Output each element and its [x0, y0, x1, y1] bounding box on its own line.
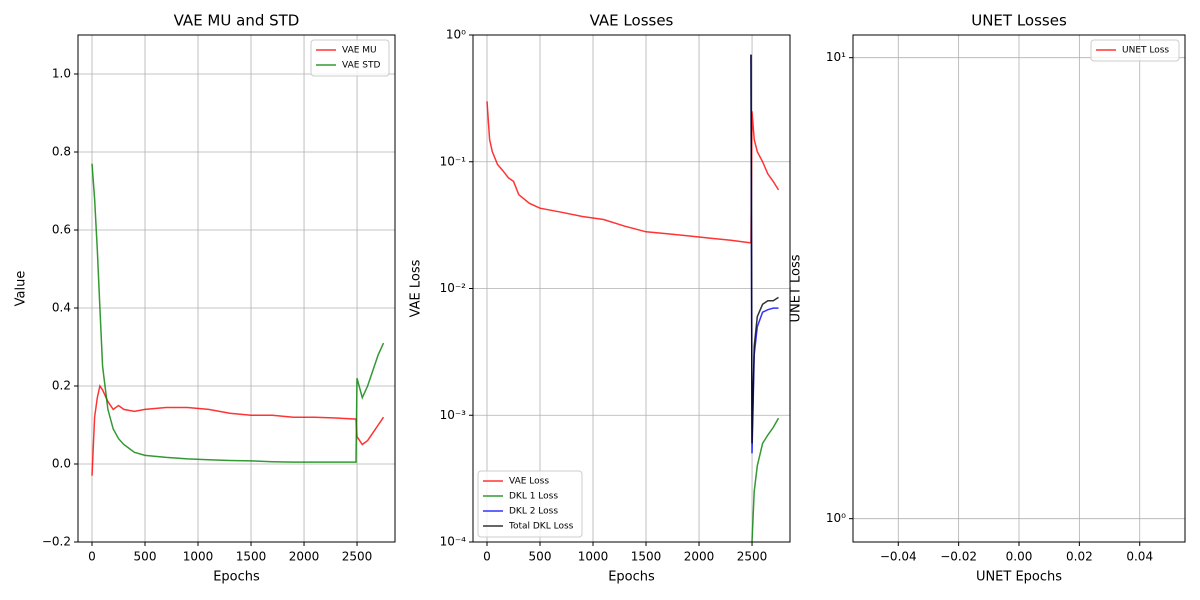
- x-tick-label: 2000: [289, 550, 320, 564]
- y-tick-label: 0.6: [52, 223, 71, 237]
- x-tick-label: 500: [529, 550, 552, 564]
- x-tick-label: −0.02: [940, 550, 977, 564]
- x-tick-label: 2500: [737, 550, 768, 564]
- series-line: [750, 54, 779, 444]
- y-tick-label: 10⁻⁴: [440, 535, 467, 549]
- subplot-title: VAE MU and STD: [174, 12, 300, 30]
- y-tick-label: 10⁰: [826, 511, 846, 525]
- y-axis-label: UNET Loss: [789, 254, 804, 322]
- x-tick-label: 2000: [684, 550, 715, 564]
- axes-frame: [77, 34, 396, 543]
- series-line: [750, 54, 779, 454]
- x-axis-label: UNET Epochs: [976, 570, 1062, 585]
- y-axis-label: Value: [14, 271, 29, 307]
- series-line: [91, 384, 385, 476]
- x-tick-label: 1500: [236, 550, 267, 564]
- y-tick-label: 0.2: [52, 379, 71, 393]
- axes-frame: [472, 34, 791, 543]
- legend-label: VAE Loss: [509, 477, 549, 487]
- legend: VAE MU VAE STD: [310, 39, 390, 77]
- legend-label: DKL 1 Loss: [509, 492, 558, 502]
- y-tick-label: 0.8: [52, 145, 71, 159]
- x-tick-label: 1000: [183, 550, 214, 564]
- legend-box: [477, 470, 583, 538]
- axes-frame: [852, 34, 1186, 543]
- legend: UNET Loss: [1090, 39, 1180, 62]
- subplot: VAE MU and STD Epochs Value 0 500 1000 1500 200…: [14, 12, 396, 585]
- x-tick-label: 2500: [342, 550, 373, 564]
- series-line: [751, 417, 780, 543]
- y-tick-label: 10⁰: [446, 28, 466, 42]
- x-tick-label: 500: [134, 550, 157, 564]
- x-tick-label: −0.04: [880, 550, 917, 564]
- legend-label: UNET Loss: [1122, 46, 1169, 56]
- legend-label: Total DKL Loss: [508, 522, 574, 532]
- y-tick-label: 10⁻³: [440, 408, 467, 422]
- legend-box: [1090, 39, 1180, 62]
- y-tick-label: −0.2: [42, 535, 71, 549]
- y-tick-label: 1.0: [52, 67, 71, 81]
- series-line: [486, 101, 780, 244]
- x-tick-label: 0.02: [1066, 550, 1093, 564]
- x-tick-label: 0.04: [1126, 550, 1153, 564]
- legend-label: VAE MU: [342, 46, 377, 56]
- x-tick-label: 1000: [578, 550, 609, 564]
- series-line: [91, 163, 385, 463]
- y-tick-label: 10⁻¹: [440, 154, 467, 168]
- legend-label: VAE STD: [342, 61, 380, 71]
- legend-label: DKL 2 Loss: [509, 507, 558, 517]
- subplot-title: UNET Losses: [971, 12, 1067, 30]
- x-tick-label: 0.00: [1006, 550, 1033, 564]
- y-tick-label: 0.0: [52, 457, 71, 471]
- x-tick-label: 0: [483, 550, 491, 564]
- x-tick-label: 1500: [631, 550, 662, 564]
- x-axis-label: Epochs: [608, 570, 655, 585]
- legend: VAE Loss DKL 1 Loss DKL 2 Loss Total DKL Lo…: [477, 470, 583, 538]
- y-tick-label: 10¹: [826, 50, 846, 64]
- y-tick-label: 10⁻²: [440, 281, 467, 295]
- y-tick-label: 0.4: [52, 301, 71, 315]
- y-axis-label: VAE Loss: [409, 259, 424, 317]
- x-axis-label: Epochs: [213, 570, 260, 585]
- x-tick-label: 0: [88, 550, 96, 564]
- subplot: VAE Losses Epochs VAE Loss 0 500 1000 1500 2000…: [409, 12, 791, 585]
- legend-box: [310, 39, 390, 77]
- subplot: UNET Losses UNET Epochs UNET Loss −0.04 −0.0…: [789, 12, 1186, 585]
- subplot-title: VAE Losses: [590, 12, 674, 30]
